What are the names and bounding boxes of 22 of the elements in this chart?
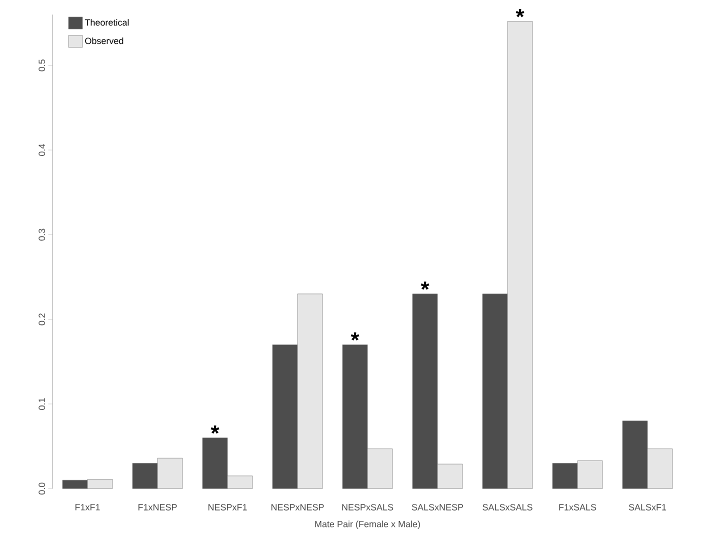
x-tick-label: SALSxSALS xyxy=(482,504,532,510)
y-tick-label: 0.4 xyxy=(38,144,46,156)
x-tick-label: F1xF1 xyxy=(75,504,100,510)
x-tick-label: NESPxNESP xyxy=(271,504,324,510)
annotation: * xyxy=(420,282,430,290)
x-tick-label: F1xNESP xyxy=(138,504,177,510)
x-tick-label: NESPxSALS xyxy=(342,504,394,510)
legend-label: Observed xyxy=(85,37,124,44)
x-tick-label: SALSxNESP xyxy=(412,504,464,510)
y-tick-label: 0.5 xyxy=(38,60,46,72)
x-tick-label: F1xSALS xyxy=(559,504,596,510)
y-tick-label: 0.3 xyxy=(38,228,46,241)
x-tick-label: SALSxF1 xyxy=(628,504,666,510)
annotation: * xyxy=(350,332,360,341)
y-tick-label: 0.0 xyxy=(38,482,46,495)
annotation: * xyxy=(210,425,220,434)
x-axis-title: Mate Pair (Female x Male) xyxy=(315,520,420,530)
x-tick-label: NESPxF1 xyxy=(208,504,247,510)
annotation: * xyxy=(516,9,524,18)
y-tick-label: 0.2 xyxy=(38,314,46,326)
legend-label: Theoretical xyxy=(84,19,129,26)
y-tick-label: 0.1 xyxy=(38,398,46,410)
